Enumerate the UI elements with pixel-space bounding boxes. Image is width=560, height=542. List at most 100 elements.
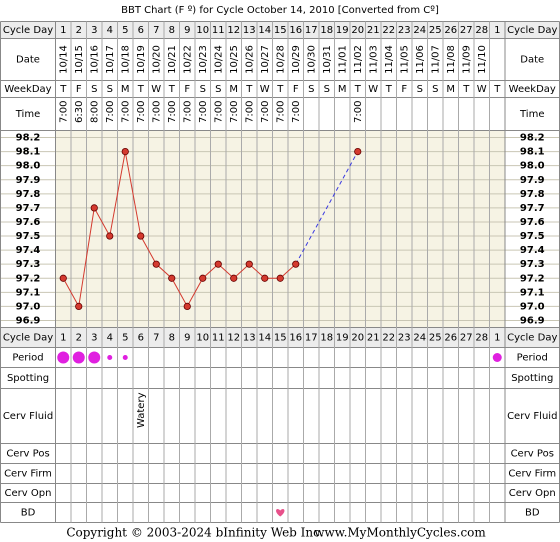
cycle-day: 4 (107, 25, 113, 36)
date: 11/05 (399, 45, 410, 74)
period-dot (492, 353, 502, 362)
date: 11/04 (384, 45, 395, 74)
row-label: Period (12, 353, 43, 364)
period-dot (107, 355, 113, 360)
y-tick-label: 97.9 (16, 175, 41, 186)
row-label: WeekDay (509, 84, 556, 95)
row-label: Period (517, 353, 548, 364)
cycle-day: 28 (475, 25, 488, 36)
date: 10/19 (136, 45, 147, 74)
weekday: F (76, 84, 82, 95)
weekday: S (200, 84, 206, 95)
y-tick-label: 98.2 (520, 133, 545, 144)
row-label: Spotting (7, 373, 49, 384)
cycle-day: 26 (444, 333, 457, 344)
weekday: S (308, 84, 314, 95)
date: 10/21 (167, 45, 178, 74)
row-bg (0, 21, 560, 39)
weekday: S (215, 84, 221, 95)
row-label: Cerv Fluid (3, 411, 53, 422)
cycle-day: 3 (91, 333, 97, 344)
cycle-day: 5 (122, 333, 128, 344)
time: 7:00 (182, 101, 193, 123)
cycle-day: 28 (475, 333, 488, 344)
weekday: T (276, 84, 284, 95)
cycle-day: 15 (274, 333, 287, 344)
site-url[interactable]: www.MyMonthlyCycles.com (314, 526, 486, 540)
cycle-day: 11 (212, 25, 225, 36)
bd-heart (276, 509, 285, 517)
cycle-day: 15 (274, 25, 287, 36)
cycle-day: 25 (429, 25, 442, 36)
row-label: Cerv Pos (511, 449, 554, 460)
time: 7:00 (244, 101, 255, 123)
weekday: T (59, 84, 67, 95)
cycle-day: 18 (320, 333, 333, 344)
date: 10/24 (213, 45, 224, 74)
date: 10/26 (244, 45, 255, 74)
weekday: S (417, 84, 423, 95)
plot-bg (55, 130, 505, 328)
period-dot (57, 351, 70, 364)
y-tick-label: 97.6 (16, 217, 41, 228)
weekday: T (462, 84, 470, 95)
date: 10/27 (260, 45, 271, 74)
row-label: Time (15, 109, 40, 120)
row-label: Cerv Fluid (507, 411, 557, 422)
cycle-day: 20 (351, 333, 364, 344)
date: 10/17 (105, 45, 116, 74)
cycle-day: 19 (336, 25, 349, 36)
y-tick-label: 97.9 (520, 175, 545, 186)
row-label: Cerv Opn (5, 488, 52, 499)
cycle-day: 19 (336, 333, 349, 344)
cycle-day: 14 (258, 333, 271, 344)
date: 10/31 (322, 45, 333, 74)
cycle-day: 16 (289, 25, 302, 36)
y-tick-label: 97.8 (16, 189, 41, 200)
weekday: T (354, 84, 362, 95)
time: 7:00 (105, 101, 116, 123)
copyright: Copyright © 2003-2024 bInfinity Web Inc. (66, 526, 323, 540)
cycle-day: 17 (305, 333, 318, 344)
cycle-day: 1 (60, 25, 66, 36)
y-tick-label: 97.7 (16, 203, 41, 214)
row-label: Cerv Firm (4, 469, 52, 480)
cycle-day: 17 (305, 25, 318, 36)
row-label: Cerv Pos (6, 449, 49, 460)
cycle-day: 10 (196, 25, 209, 36)
time: 7:00 (291, 101, 302, 123)
row-label: Cycle Day (3, 25, 53, 36)
temp-point (276, 274, 284, 282)
row-bg (0, 327, 560, 348)
temp-point (214, 260, 222, 268)
time: 7:00 (136, 101, 147, 123)
date: 11/10 (477, 45, 488, 74)
weekday: W (151, 84, 161, 95)
cycle-day: 1 (60, 333, 66, 344)
time: 7:00 (120, 101, 131, 123)
y-tick-label: 98.1 (16, 147, 41, 158)
cycle-day: 2 (76, 333, 82, 344)
cycle-day: 16 (289, 333, 302, 344)
y-tick-label: 97.4 (520, 245, 545, 256)
date: 10/25 (229, 45, 240, 74)
y-tick-label: 98.2 (16, 133, 41, 144)
y-tick-label: 97.3 (16, 259, 41, 270)
temp-point (261, 274, 269, 282)
temp-gap-line (295, 151, 359, 265)
row-label: Cycle Day (507, 25, 557, 36)
cycle-day: 8 (169, 25, 175, 36)
weekday: S (91, 84, 97, 95)
y-tick-label: 97.0 (16, 301, 41, 312)
cycle-day: 12 (227, 25, 240, 36)
cycle-day: 21 (367, 333, 380, 344)
row-label: Cycle Day (3, 333, 53, 344)
cycle-day: 18 (320, 25, 333, 36)
time: 7:00 (213, 101, 224, 123)
date: 10/30 (306, 45, 317, 74)
y-tick-label: 98.0 (520, 161, 545, 172)
weekday: S (324, 84, 330, 95)
y-tick-label: 97.6 (520, 217, 545, 228)
temp-point (354, 148, 362, 156)
